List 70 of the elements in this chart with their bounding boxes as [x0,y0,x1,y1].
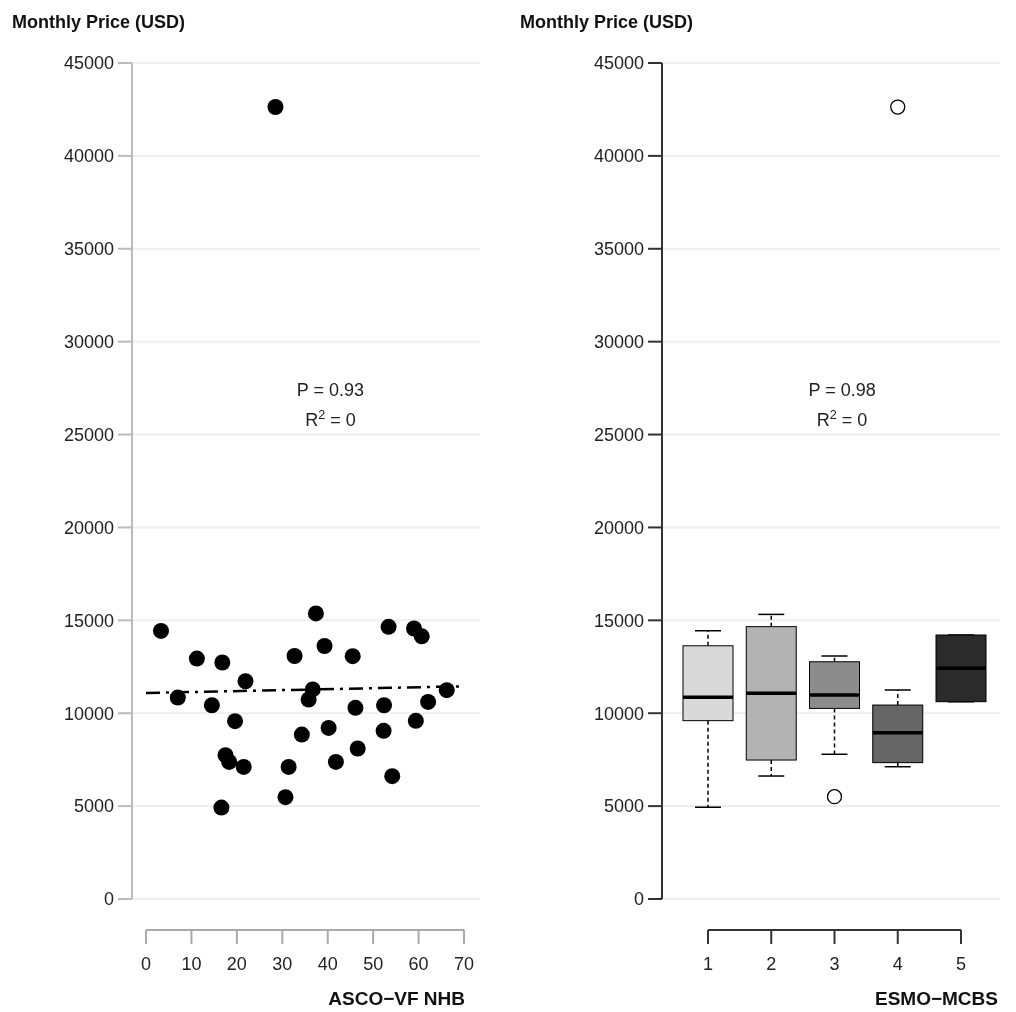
point [152,622,169,639]
point [347,699,364,716]
y-tick-label: 25000 [63,424,114,445]
y-tick-label: 45000 [63,53,114,74]
y-tick-label: 15000 [593,610,644,631]
point [203,697,220,714]
point [380,618,397,635]
point [277,789,294,806]
point [349,740,366,757]
y-tick-label: 10000 [63,703,114,724]
x-tick-label: 1 [702,954,714,974]
point [376,697,393,714]
y-tick-label: 30000 [63,331,114,352]
annotation: P = 0.93 [296,380,365,400]
point [327,753,344,770]
point [213,799,230,816]
x-tick-label: 0 [140,954,152,974]
x-axis-title: ASCO−VF NHB [328,988,465,1009]
point [293,726,310,743]
point [188,650,205,667]
x-tick-label: 30 [272,954,293,974]
x-tick-label: 3 [829,954,840,974]
y-tick-label: 45000 [593,53,644,74]
y-tick-label: 40000 [593,146,644,167]
y-tick-label: 35000 [593,239,644,260]
point [286,648,303,664]
y-tick-label: 0 [103,889,114,910]
y-tick-label: 40000 [63,146,114,167]
point [235,758,252,775]
y-tick-label: 0 [633,889,644,910]
point [214,654,231,671]
x-tick-label: 50 [363,954,384,974]
x-tick-label: 5 [955,954,967,974]
point [300,691,317,708]
point [280,758,297,775]
point [237,673,254,690]
y-tick-label: 25000 [593,424,644,445]
y-axis-title: Monthly Price (USD) [12,12,186,32]
point [375,722,392,739]
point [221,753,238,770]
y-tick-label: 5000 [603,796,644,817]
y-tick-label: 5000 [73,796,114,817]
y-tick-label: 35000 [63,239,114,260]
point [267,99,284,116]
point [407,712,424,729]
x-tick-label: 60 [408,954,429,974]
annotation: P = 0.98 [808,380,876,400]
point [320,719,337,736]
x-tick-label: 10 [181,954,202,974]
x-tick-label: 2 [766,954,777,974]
annotation: R$^{2}$ = 0 [816,408,868,430]
y-tick-label: 15000 [63,610,114,631]
y-tick-label: 20000 [63,517,114,538]
point [307,605,324,622]
x-axis-title: ESMO−MCBS [875,988,998,1009]
y-tick-label: 10000 [593,703,644,724]
y-tick-label: 20000 [593,517,644,538]
point [344,648,361,665]
y-axis-title: Monthly Price (USD) [520,12,694,32]
annotation: R$^{2}$ = 0 [305,408,356,430]
y-tick-label: 30000 [593,331,644,352]
x-tick-label: 20 [226,954,247,974]
point [413,628,430,645]
point [420,693,437,710]
point [227,713,244,730]
point [384,768,401,785]
x-tick-label: 4 [892,954,903,974]
x-tick-label: 40 [317,954,338,974]
x-tick-label: 70 [453,954,475,974]
point [316,637,333,654]
